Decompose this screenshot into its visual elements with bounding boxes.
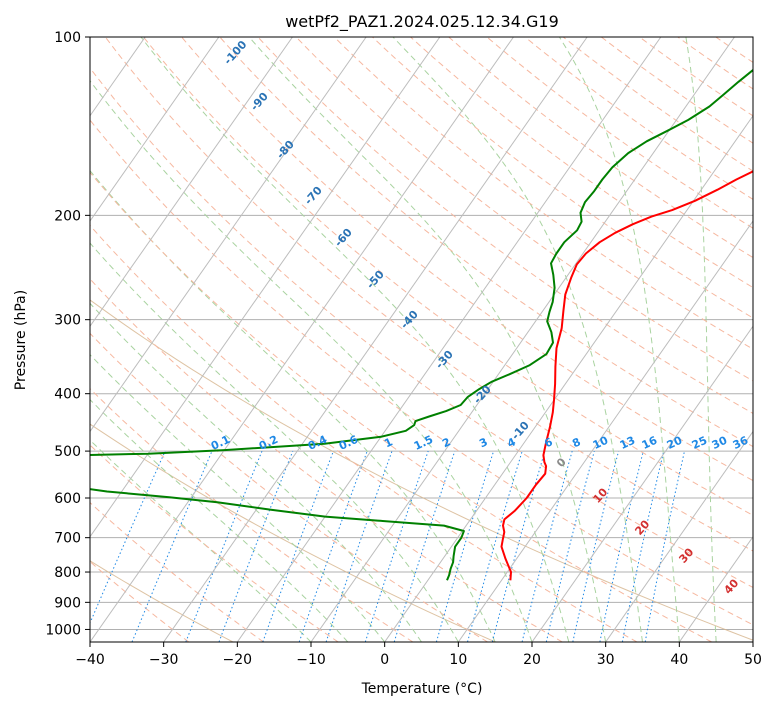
y-tick-label: 900 bbox=[54, 595, 81, 611]
y-tick-label: 500 bbox=[54, 444, 81, 460]
y-tick-label: 400 bbox=[54, 387, 81, 403]
x-tick-label: −10 bbox=[296, 652, 326, 668]
x-tick-label: −40 bbox=[75, 652, 105, 668]
y-tick-label: 300 bbox=[54, 313, 81, 329]
y-axis-label: Pressure (hPa) bbox=[13, 290, 29, 390]
x-tick-label: 0 bbox=[380, 652, 389, 668]
x-tick-label: 20 bbox=[523, 652, 541, 668]
y-tick-label: 700 bbox=[54, 531, 81, 547]
x-tick-label: 40 bbox=[670, 652, 688, 668]
y-tick-label: 100 bbox=[54, 30, 81, 46]
y-tick-label: 200 bbox=[54, 208, 81, 224]
x-axis-label: Temperature (°C) bbox=[361, 681, 483, 697]
x-tick-label: 50 bbox=[744, 652, 762, 668]
y-tick-label: 800 bbox=[54, 565, 81, 581]
x-tick-label: −20 bbox=[223, 652, 253, 668]
y-tick-label: 1000 bbox=[45, 622, 81, 638]
y-tick-label: 600 bbox=[54, 491, 81, 507]
x-tick-label: 30 bbox=[597, 652, 615, 668]
chart-title: wetPf2_PAZ1.2024.025.12.34.G19 bbox=[285, 12, 559, 32]
x-tick-label: −30 bbox=[149, 652, 179, 668]
x-tick-label: 10 bbox=[449, 652, 467, 668]
